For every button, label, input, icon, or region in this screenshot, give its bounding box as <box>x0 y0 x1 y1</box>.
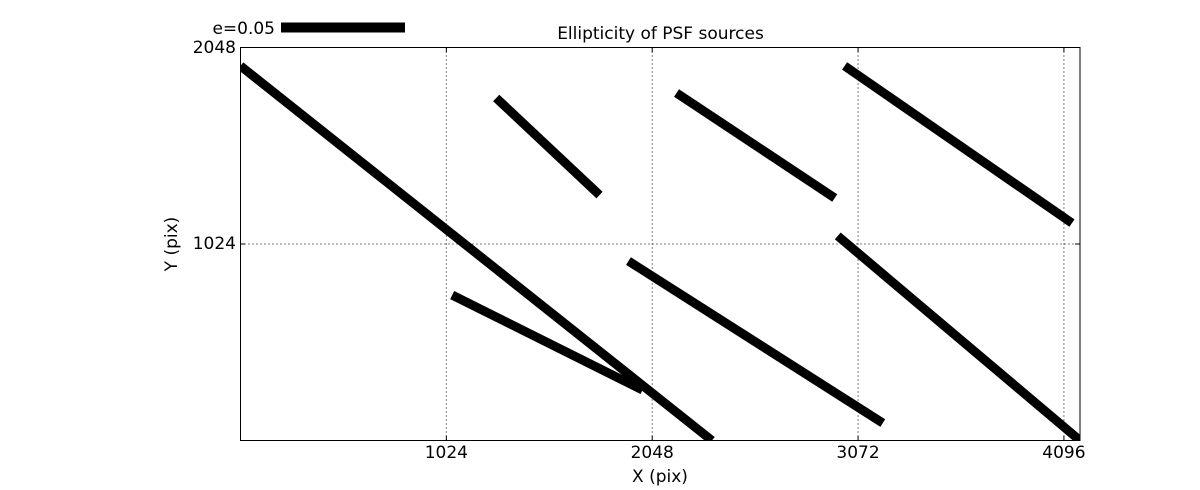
grid-layer <box>240 47 1080 441</box>
x-tick-label: 3072 <box>836 443 880 463</box>
legend-label: e=0.05 <box>212 19 275 39</box>
tick-layer <box>240 47 1080 441</box>
ellipticity-whisker <box>834 232 1080 441</box>
x-tick-label: 2048 <box>630 443 674 463</box>
ellipticity-whisker <box>493 94 603 199</box>
x-tick-label: 1024 <box>424 443 468 463</box>
whisker-layer <box>240 62 1080 441</box>
x-tick-label: 4096 <box>1042 443 1086 463</box>
chart-title: Ellipticity of PSF sources <box>557 24 764 44</box>
legend-scale-bar <box>281 22 405 33</box>
ellipticity-whisker <box>674 89 838 202</box>
x-axis-label: X (pix) <box>632 467 688 487</box>
y-tick-label: 2048 <box>192 37 236 58</box>
ellipticity-whisker <box>626 257 886 427</box>
y-tick-label: 1024 <box>192 234 236 254</box>
axes-frame <box>240 47 1081 441</box>
ellipticity-whisker <box>842 62 1075 227</box>
ellipticity-whisker <box>240 62 715 441</box>
ellipticity-whisker <box>450 291 645 395</box>
